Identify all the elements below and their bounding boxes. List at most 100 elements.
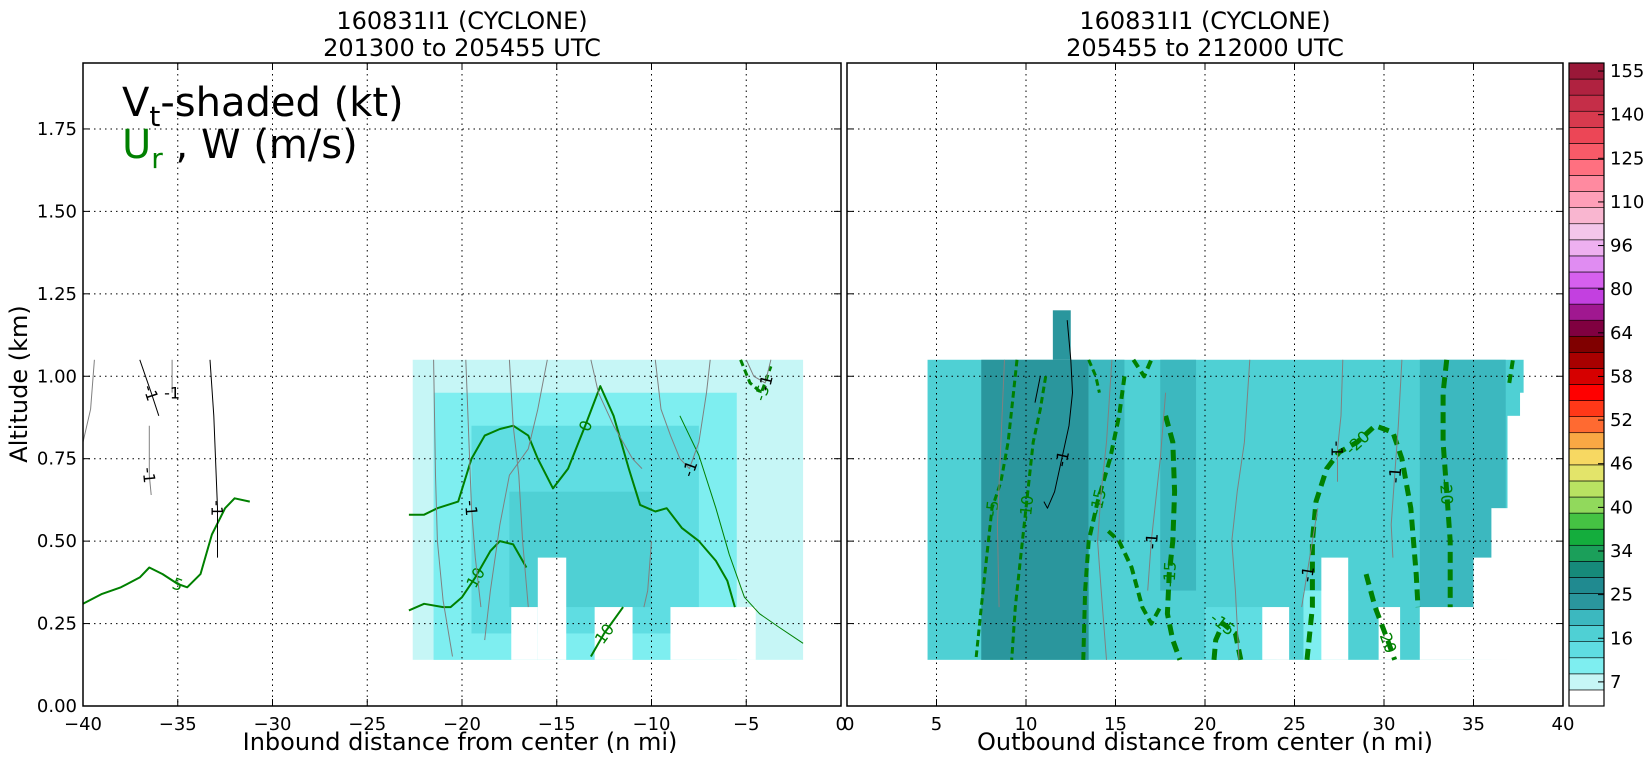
y-tick-label: 1.50 [37,201,77,222]
contour-w [139,359,160,416]
contour-ur [679,415,804,644]
colorbar-tick-label: 96 [1610,236,1633,257]
x-tick-label: 35 [1462,714,1485,735]
y-tick-label: 1.00 [37,366,77,387]
contour-label: -20 [1436,478,1457,505]
colorbar-segment [1568,400,1605,417]
colorbar-segment [1568,464,1605,482]
contour-gray [148,425,152,496]
contour-label: -10 [1016,494,1038,522]
contour-gray [1337,359,1344,482]
contour-ur [1440,359,1453,608]
contour-ur [1163,415,1183,661]
contour-label: 5 [170,574,186,595]
contour-gray [1231,359,1251,660]
contour-label: -1 [139,382,162,403]
x-tick-label: 25 [1283,714,1306,735]
contour-label: -1 [1142,533,1162,550]
contour-w [209,359,218,558]
contour-gray [1147,392,1167,591]
colorbar-segment [1568,78,1605,96]
missing-data-gap [511,607,538,660]
colorbar-segment [1568,287,1605,305]
colorbar-segment [1568,689,1605,707]
colorbar-tick-label: 25 [1610,585,1633,606]
contour-ur [1507,359,1515,384]
colorbar-tick-label: 140 [1610,105,1644,126]
contour-gray [745,359,772,384]
contour-label: -5 [750,382,773,403]
x-tick-label: 20 [1194,714,1217,735]
colorbar-segment [1568,496,1605,514]
panel-right-grid [847,63,1563,706]
colorbar-segment [1568,207,1605,225]
y-tick-label: 1.25 [37,284,77,305]
contour-ur [1081,376,1127,660]
x-tick-label: −35 [159,714,197,735]
contour-ur [590,606,624,657]
y-tick-label: 0.50 [37,531,77,552]
colorbar-segment [1568,223,1605,241]
colorbar-segment [1568,577,1605,594]
missing-data-gap [670,607,756,660]
contour-gray [654,359,711,470]
colorbar-segment [1568,528,1605,546]
x-tick-label: −30 [254,714,292,735]
colorbar-segment [1568,352,1605,369]
contour-label: -1 [755,373,777,393]
y-tick-label: 0.00 [37,696,77,717]
colorbar-segment [1568,625,1605,643]
contour-ur [408,540,528,612]
colorbar-tick-label: 34 [1610,541,1633,562]
colorbar-tick-label: 155 [1610,61,1644,82]
contour-gray [590,359,643,469]
missing-data-gap [594,607,633,660]
contour-gray [996,359,1005,608]
colorbar-frame [1568,62,1605,707]
shaded-region-level-22 [1088,359,1125,542]
colorbar-segment [1568,512,1605,530]
contour-ur [1363,573,1398,661]
colorbar-segment [1568,319,1605,337]
panel-left-x-axis-label: Inbound distance from center (n mi) [243,728,678,756]
panel-left-ticks: −40 −35 −30 −25 −20 −15 −10 −5 0 0.00 0.25 0.50 0.75… [37,63,847,735]
colorbar-segment [1568,480,1605,498]
missing-data-gap [1520,392,1528,660]
colorbar-segment [1568,303,1605,321]
colorbar-tick-label: 52 [1610,410,1633,431]
colorbar-segment [1568,239,1605,257]
colorbar-tick-label: 80 [1610,279,1633,300]
panel-left-title-line2: 201300 to 205455 UTC [323,34,601,62]
contour-ur [1106,529,1163,626]
panel-right-title-line1: 160831I1 (CYCLONE) [1079,7,1330,35]
y-tick-label: 0.25 [37,614,77,635]
contour-gray [1097,359,1113,660]
y-tick-label: 1.75 [37,119,77,140]
x-tick-label: −25 [348,714,386,735]
contour-ur [1131,358,1154,379]
annotation-line1: Vt-shaded (kt) [122,80,404,133]
contour-label: -5 [982,499,1003,517]
colorbar-segment [1568,544,1605,562]
annotation-line2: Ur , W (m/s) [122,122,358,175]
colorbar-segment [1568,641,1605,659]
colorbar-segment [1568,384,1605,401]
colorbar-tick-label: 40 [1610,497,1633,518]
colorbar-tick-label: 64 [1610,323,1633,344]
contour-label: -1 [164,384,180,403]
contour-label: -1 [139,466,159,484]
contour-ur [1304,423,1421,661]
contour-ur [83,497,251,605]
colorbar-tick-label: 16 [1610,628,1633,649]
contour-gray [1390,359,1403,558]
colorbar-segment [1568,593,1605,610]
panel-right-gaps [1262,392,1528,660]
contour-label: -1 [1385,467,1405,484]
colorbar-segment [1568,94,1605,112]
colorbar-tick-label: 7 [1610,672,1621,693]
contour-w [1034,376,1041,403]
y-axis-label: Altitude (km) [5,305,33,462]
x-tick-label: 10 [1015,714,1038,735]
contour-ur [1087,359,1101,394]
